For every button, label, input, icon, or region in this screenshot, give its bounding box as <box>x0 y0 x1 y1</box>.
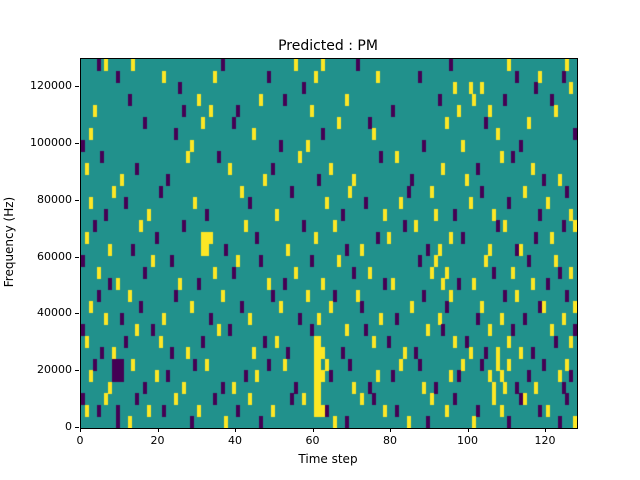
chart-title: Predicted : PM <box>278 38 378 54</box>
x-tick-label: 0 <box>76 434 84 447</box>
x-tick-label: 40 <box>228 434 242 447</box>
x-tick-mark <box>467 428 469 432</box>
x-tick-label: 60 <box>305 434 320 447</box>
plot-area <box>80 58 578 429</box>
y-tick-mark <box>75 370 79 372</box>
y-tick-mark <box>75 199 79 201</box>
x-tick-mark <box>235 428 236 432</box>
x-tick-label: 20 <box>150 434 165 447</box>
x-tick-mark <box>80 428 81 432</box>
x-tick-label: 120 <box>534 434 556 447</box>
x-tick-mark <box>312 428 314 432</box>
x-axis-label: Time step <box>298 452 358 466</box>
y-tick-mark <box>75 143 79 145</box>
y-tick-label: 40000 <box>37 306 72 320</box>
y-tick-label: 60000 <box>37 249 72 263</box>
y-tick-label: 100000 <box>30 136 72 150</box>
y-tick-label: 80000 <box>37 192 72 206</box>
heatmap-canvas <box>81 59 577 428</box>
x-tick-mark <box>157 428 159 432</box>
x-tick-mark <box>545 428 546 432</box>
x-tick-mark <box>390 428 391 432</box>
x-tick-label: 100 <box>457 434 478 447</box>
y-tick-label: 120000 <box>30 79 72 93</box>
y-tick-mark <box>75 256 79 258</box>
x-tick-label: 80 <box>383 434 397 447</box>
y-tick-mark <box>75 313 79 315</box>
y-tick-label: 0 <box>65 420 72 433</box>
y-tick-mark <box>75 427 79 428</box>
y-tick-mark <box>75 86 79 88</box>
y-tick-label: 20000 <box>37 363 72 377</box>
